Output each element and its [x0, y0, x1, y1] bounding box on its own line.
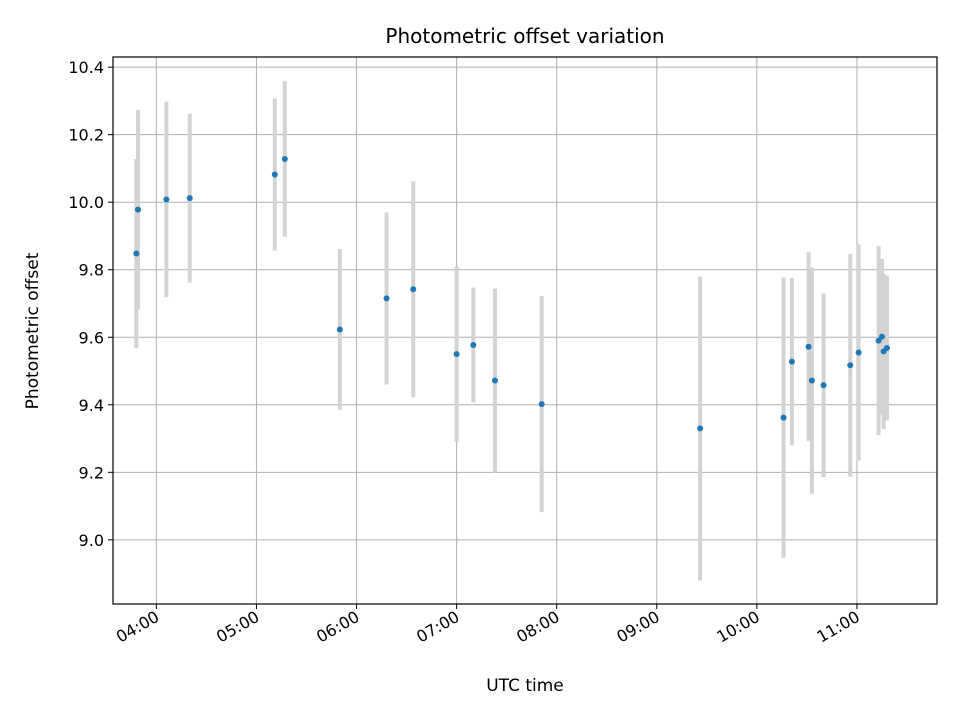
data-point: [805, 343, 812, 350]
chart-title: Photometric offset variation: [385, 24, 664, 48]
data-point: [847, 362, 854, 369]
data-point: [453, 351, 460, 358]
data-point: [281, 155, 288, 162]
data-points: [133, 155, 890, 432]
data-point: [470, 342, 477, 349]
data-point: [336, 326, 343, 333]
y-tick-label: 9.2: [79, 463, 104, 482]
y-axis-label: Photometric offset: [23, 252, 43, 409]
y-tick-label: 9.8: [79, 261, 104, 280]
y-axis-ticks: 9.0 9.2 9.4 9.6 9.8 10.0 10.2 10.4: [68, 58, 113, 550]
data-point: [697, 425, 704, 432]
data-point: [788, 358, 795, 365]
data-point: [820, 382, 827, 389]
plot-frame: [112, 56, 938, 605]
y-tick-label: 9.0: [79, 531, 104, 550]
y-tick-label: 9.4: [79, 396, 104, 415]
data-point: [186, 195, 193, 202]
data-point: [383, 295, 390, 302]
data-point: [133, 250, 140, 257]
data-point: [410, 286, 417, 293]
data-point: [855, 349, 862, 356]
data-point: [875, 337, 882, 344]
y-tick-label: 10.4: [68, 58, 104, 77]
data-point: [883, 345, 890, 352]
data-point: [808, 377, 815, 384]
grid-lines: [113, 57, 937, 604]
data-point: [491, 377, 498, 384]
data-point: [163, 196, 170, 203]
y-tick-label: 9.6: [79, 328, 104, 347]
y-tick-label: 10.2: [68, 126, 104, 145]
data-point: [780, 414, 787, 421]
data-point: [135, 206, 142, 213]
data-point: [878, 333, 885, 340]
data-point: [271, 171, 278, 178]
x-axis-label: UTC time: [486, 676, 564, 696]
y-tick-label: 10.0: [68, 193, 104, 212]
data-point: [538, 401, 545, 408]
